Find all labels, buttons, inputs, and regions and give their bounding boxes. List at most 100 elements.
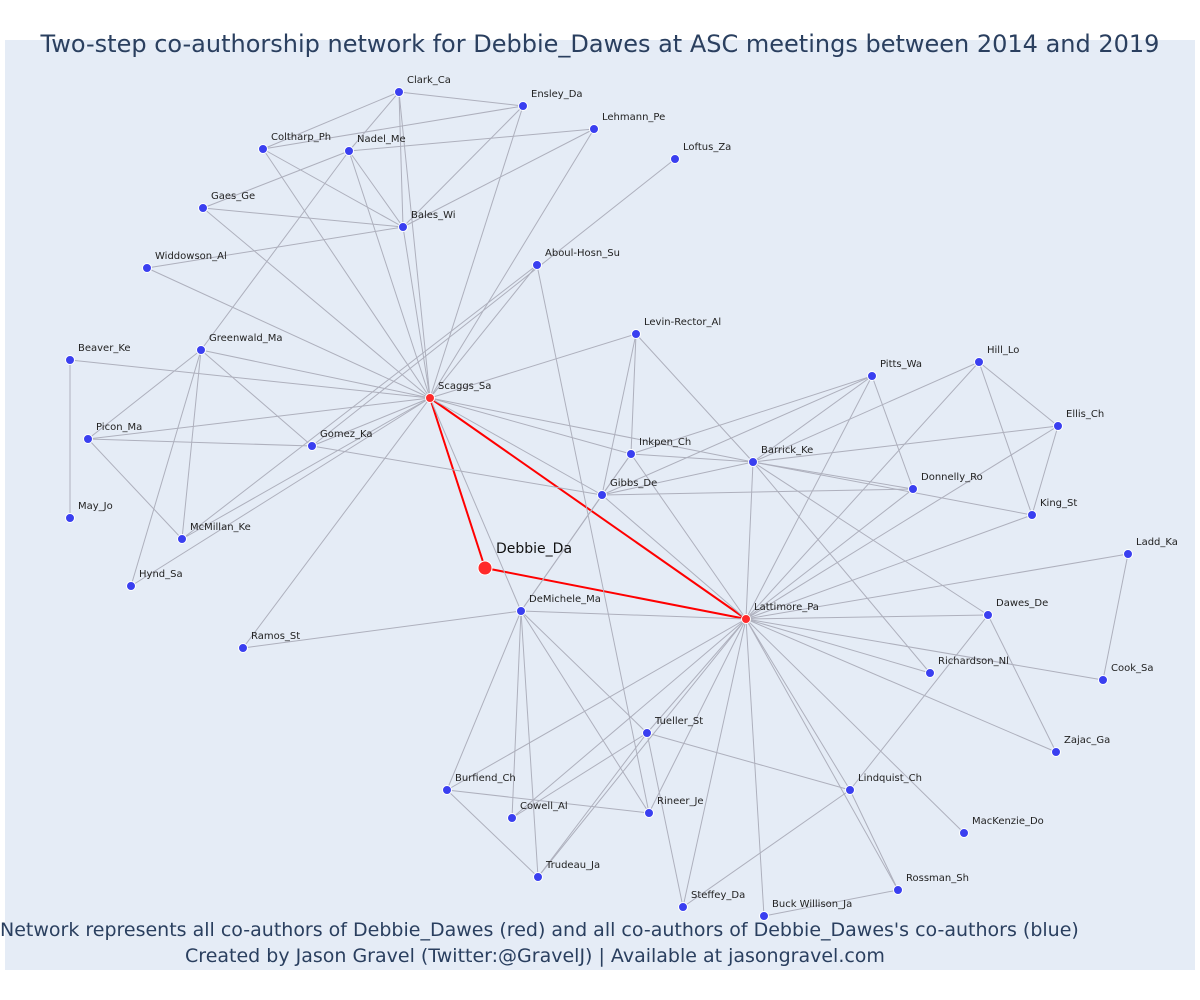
edge-scaggs-sa-bales-wi xyxy=(402,226,431,399)
chart-title: Two-step co-authorship network for Debbi… xyxy=(40,30,1160,58)
node-cook-sa[interactable] xyxy=(1098,675,1108,685)
node-ramos-st[interactable] xyxy=(238,643,248,653)
edge-lattimore-pa-lindquist-ch xyxy=(745,618,851,791)
node-debbie-da[interactable] xyxy=(477,560,493,576)
node-label-cowell-al: Cowell_Al xyxy=(520,801,568,812)
edge-barrick-ke-king-st xyxy=(752,461,1033,516)
node-widdowson-al[interactable] xyxy=(142,263,152,273)
edge-lattimore-pa-hill-lo xyxy=(745,361,980,620)
edge-lattimore-pa-cowell-al xyxy=(511,618,747,819)
node-trudeau-ja[interactable] xyxy=(533,872,543,882)
node-label-hynd-sa: Hynd_Sa xyxy=(139,569,183,580)
node-richardson-nl[interactable] xyxy=(925,668,935,678)
edge-pitts-wa-gibbs-de xyxy=(601,375,873,496)
node-mcmillan-ke[interactable] xyxy=(177,534,187,544)
node-lehmann-pe[interactable] xyxy=(589,124,599,134)
node-label-tueller-st: Tueller_St xyxy=(654,716,703,727)
node-label-lattimore-pa: Lattimore_Pa xyxy=(754,602,819,613)
edge-ellis-ch-barrick-ke xyxy=(752,425,1059,463)
node-dawes-de[interactable] xyxy=(983,610,993,620)
node-loftus-za[interactable] xyxy=(670,154,680,164)
edge-demichele-ma-tueller-st xyxy=(520,610,648,734)
node-scaggs-sa[interactable] xyxy=(425,393,435,403)
node-steffey-da[interactable] xyxy=(678,902,688,912)
node-label-ensley-da: Ensley_Da xyxy=(531,89,583,100)
node-label-mcmillan-ke: McMillan_Ke xyxy=(190,522,251,533)
edge-demichele-ma-trudeau-ja xyxy=(520,610,539,878)
node-beaver-ke[interactable] xyxy=(65,355,75,365)
edge-greenwald-ma-hynd-sa xyxy=(130,349,202,587)
node-burfiend-ch[interactable] xyxy=(442,785,452,795)
node-donnelly-ro[interactable] xyxy=(908,484,918,494)
edge-scaggs-sa-lehmann-pe xyxy=(429,128,595,399)
node-label-widdowson-al: Widdowson_Al xyxy=(155,251,227,262)
node-levin-rector-al[interactable] xyxy=(631,329,641,339)
edge-debbie-da-lattimore-pa xyxy=(484,567,747,620)
edge-lattimore-pa-donnelly-ro xyxy=(745,488,914,620)
edge-loftus-za-gomez-ka xyxy=(311,158,676,447)
edge-picon-ma-gomez-ka xyxy=(87,438,313,447)
edge-aboul-hosn-su-mcmillan-ke xyxy=(181,264,538,540)
node-pitts-wa[interactable] xyxy=(867,371,877,381)
edge-coltharp-ph-ensley-da xyxy=(262,105,524,150)
node-zajac-ga[interactable] xyxy=(1051,747,1061,757)
node-nadel-me[interactable] xyxy=(344,146,354,156)
node-label-loftus-za: Loftus_Za xyxy=(683,142,731,153)
node-rossman-sh[interactable] xyxy=(893,885,903,895)
node-bales-wi[interactable] xyxy=(398,222,408,232)
node-label-king-st: King_St xyxy=(1040,498,1077,509)
edge-nadel-me-lehmann-pe xyxy=(348,128,595,152)
node-demichele-ma[interactable] xyxy=(516,606,526,616)
node-buck-willison-ja[interactable] xyxy=(759,911,769,921)
edge-ladd-ka-cook-sa xyxy=(1102,553,1129,681)
node-mackenzie-do[interactable] xyxy=(959,828,969,838)
edge-layer xyxy=(69,91,1129,917)
node-tueller-st[interactable] xyxy=(642,728,652,738)
edge-lattimore-pa-inkpen-ch xyxy=(630,453,747,620)
edge-scaggs-sa-inkpen-ch xyxy=(429,397,632,455)
node-barrick-ke[interactable] xyxy=(748,457,758,467)
edge-picon-ma-mcmillan-ke xyxy=(87,438,183,540)
edge-lattimore-pa-dawes-de xyxy=(745,614,989,620)
node-hill-lo[interactable] xyxy=(974,357,984,367)
edge-clark-ca-coltharp-ph xyxy=(262,91,400,150)
node-greenwald-ma[interactable] xyxy=(196,345,206,355)
node-label-richardson-nl: Richardson_Nl xyxy=(938,656,1009,667)
node-ladd-ka[interactable] xyxy=(1123,549,1133,559)
edge-scaggs-sa-coltharp-ph xyxy=(262,148,431,399)
edge-lattimore-pa-steffey-da xyxy=(682,618,747,908)
node-lattimore-pa[interactable] xyxy=(741,614,751,624)
node-gibbs-de[interactable] xyxy=(597,490,607,500)
node-rineer-je[interactable] xyxy=(644,808,654,818)
edge-gibbs-de-donnelly-ro xyxy=(601,488,914,496)
edge-nadel-me-greenwald-ma xyxy=(200,150,350,351)
edge-barrick-ke-dawes-de xyxy=(752,461,989,616)
node-inkpen-ch[interactable] xyxy=(626,449,636,459)
node-gaes-ge[interactable] xyxy=(198,203,208,213)
node-ellis-ch[interactable] xyxy=(1053,421,1063,431)
node-aboul-hosn-su[interactable] xyxy=(532,260,542,270)
node-ensley-da[interactable] xyxy=(518,101,528,111)
edge-scaggs-sa-barrick-ke xyxy=(429,397,754,463)
edge-scaggs-sa-greenwald-ma xyxy=(200,349,431,399)
node-label-rossman-sh: Rossman_Sh xyxy=(906,873,969,884)
edge-inkpen-ch-demichele-ma xyxy=(520,453,632,612)
node-hynd-sa[interactable] xyxy=(126,581,136,591)
edge-scaggs-sa-demichele-ma xyxy=(429,397,522,612)
edge-lindquist-ch-rossman-sh xyxy=(849,789,899,891)
node-clark-ca[interactable] xyxy=(394,87,404,97)
edge-scaggs-sa-mcmillan-ke xyxy=(181,397,431,540)
node-label-dawes-de: Dawes_De xyxy=(996,598,1048,609)
edge-aboul-hosn-su-rineer-je xyxy=(536,264,650,814)
node-cowell-al[interactable] xyxy=(507,813,517,823)
node-lindquist-ch[interactable] xyxy=(845,785,855,795)
edge-gaes-ge-bales-wi xyxy=(202,207,404,228)
edge-lattimore-pa-barrick-ke xyxy=(745,461,754,620)
node-coltharp-ph[interactable] xyxy=(258,144,268,154)
node-king-st[interactable] xyxy=(1027,510,1037,520)
node-label-donnelly-ro: Donnelly_Ro xyxy=(921,472,983,483)
node-gomez-ka[interactable] xyxy=(307,441,317,451)
node-picon-ma[interactable] xyxy=(83,434,93,444)
node-may-jo[interactable] xyxy=(65,513,75,523)
